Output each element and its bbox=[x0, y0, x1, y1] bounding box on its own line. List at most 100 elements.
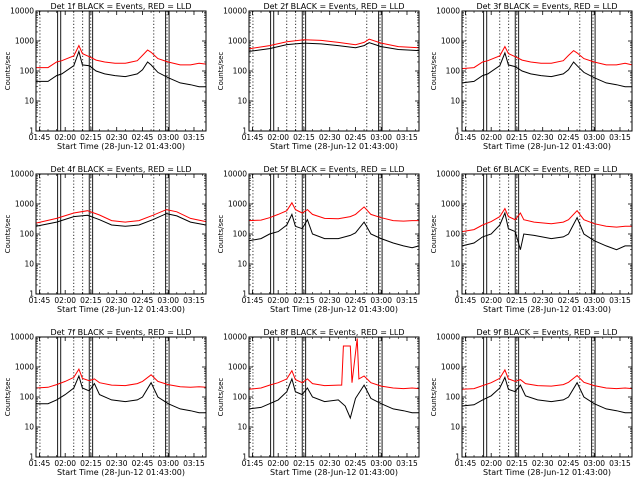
panel-title: Det 3f BLACK = Events, RED = LLD bbox=[476, 2, 617, 11]
y-tick-label: 10000 bbox=[436, 7, 460, 16]
y-tick-label: 100 bbox=[233, 230, 248, 239]
x-tick-label: 02:00 bbox=[54, 133, 76, 142]
x-tick-label: 02:00 bbox=[480, 133, 502, 142]
y-tick-label: 1 bbox=[455, 127, 460, 136]
x-tick-label: 02:30 bbox=[532, 459, 554, 468]
x-tick-label: 03:00 bbox=[583, 296, 605, 305]
x-axis-label: Start Time (28-Jun-12 01:43:00) bbox=[270, 305, 398, 314]
y-axis-label: Counts/sec bbox=[4, 378, 12, 417]
y-axis-label: Counts/sec bbox=[4, 52, 12, 91]
y-tick-label: 10000 bbox=[10, 170, 34, 179]
x-axis-label: Start Time (28-Jun-12 01:43:00) bbox=[57, 305, 185, 314]
panel-title: Det 7f BLACK = Events, RED = LLD bbox=[50, 328, 191, 337]
events-series-line bbox=[248, 42, 420, 52]
events-series-line bbox=[248, 213, 420, 249]
events-series-line bbox=[36, 374, 206, 414]
plot-frame bbox=[461, 336, 633, 458]
y-tick-label: 1 bbox=[455, 290, 460, 299]
panel-title: Det 5f BLACK = Events, RED = LLD bbox=[263, 165, 404, 174]
y-tick-label: 100 bbox=[233, 393, 248, 402]
x-tick-label: 01:45 bbox=[29, 459, 51, 468]
x-tick-label: 03:15 bbox=[396, 459, 418, 468]
y-tick-label: 100 bbox=[20, 230, 35, 239]
lld-series-line bbox=[461, 207, 632, 233]
x-tick-label: 02:30 bbox=[106, 459, 128, 468]
x-tick-label: 02:45 bbox=[345, 459, 367, 468]
x-tick-label: 03:15 bbox=[183, 296, 205, 305]
lld-series-line bbox=[461, 368, 633, 390]
y-tick-label: 10000 bbox=[436, 170, 460, 179]
panel-title: Det 6f BLACK = Events, RED = LLD bbox=[476, 165, 617, 174]
plot-frame bbox=[35, 173, 207, 295]
chart-panel-6: 1 10 100 1000 10000 01:45 02:00 02:15 02:30 02:45… bbox=[430, 165, 633, 314]
y-tick-label: 1000 bbox=[228, 37, 247, 46]
x-tick-label: 01:45 bbox=[455, 296, 477, 305]
x-tick-label: 03:00 bbox=[157, 459, 179, 468]
y-axis-label: Counts/sec bbox=[217, 52, 225, 91]
plot-frame bbox=[248, 10, 420, 132]
x-axis-label: Start Time (28-Jun-12 01:43:00) bbox=[57, 142, 185, 151]
y-axis-label: Counts/sec bbox=[430, 215, 438, 254]
x-tick-label: 02:00 bbox=[480, 296, 502, 305]
x-tick-label: 02:15 bbox=[80, 459, 102, 468]
x-tick-label: 03:15 bbox=[396, 296, 418, 305]
y-tick-label: 1000 bbox=[441, 37, 460, 46]
x-tick-label: 02:15 bbox=[506, 133, 528, 142]
y-tick-label: 1000 bbox=[228, 200, 247, 209]
panel-title: Det 8f BLACK = Events, RED = LLD bbox=[263, 328, 404, 337]
panel-title: Det 2f BLACK = Events, RED = LLD bbox=[263, 2, 404, 11]
y-tick-label: 1000 bbox=[228, 363, 247, 372]
chart-panel-3: 1 10 100 1000 10000 01:45 02:00 02:15 02:30 02:45… bbox=[430, 2, 633, 151]
y-tick-label: 1 bbox=[29, 453, 34, 462]
y-tick-label: 10 bbox=[450, 423, 460, 432]
y-tick-label: 10 bbox=[24, 97, 34, 106]
x-tick-label: 01:45 bbox=[242, 459, 264, 468]
chart-panel-5: 1 10 100 1000 10000 01:45 02:00 02:15 02:30 02:45… bbox=[217, 165, 420, 314]
y-tick-label: 1 bbox=[455, 453, 460, 462]
y-tick-label: 100 bbox=[446, 67, 461, 76]
events-series-line bbox=[35, 213, 207, 227]
x-tick-label: 02:15 bbox=[80, 133, 102, 142]
x-tick-label: 02:30 bbox=[106, 133, 128, 142]
lld-series-line bbox=[461, 45, 633, 70]
events-series-line bbox=[461, 211, 632, 251]
y-tick-label: 10 bbox=[450, 97, 460, 106]
y-tick-label: 10 bbox=[237, 423, 247, 432]
x-tick-label: 03:00 bbox=[157, 296, 179, 305]
panel-title: Det 1f BLACK = Events, RED = LLD bbox=[50, 2, 191, 11]
x-tick-label: 01:45 bbox=[455, 133, 477, 142]
x-tick-label: 02:30 bbox=[319, 133, 341, 142]
x-tick-label: 03:15 bbox=[609, 296, 631, 305]
x-tick-label: 03:00 bbox=[370, 459, 392, 468]
y-axis-label: Counts/sec bbox=[4, 215, 12, 254]
y-tick-label: 1000 bbox=[441, 363, 460, 372]
y-tick-label: 10000 bbox=[10, 333, 34, 342]
plot-frame bbox=[461, 173, 633, 295]
y-tick-label: 10000 bbox=[223, 170, 247, 179]
x-tick-label: 02:45 bbox=[345, 133, 367, 142]
x-axis-label: Start Time (28-Jun-12 01:43:00) bbox=[483, 305, 611, 314]
y-tick-label: 10 bbox=[24, 260, 34, 269]
chart-panel-8: 1 10 100 1000 10000 01:45 02:00 02:15 02:30 02:45… bbox=[217, 328, 420, 477]
x-tick-label: 03:15 bbox=[396, 133, 418, 142]
x-tick-label: 02:00 bbox=[54, 459, 76, 468]
y-tick-label: 100 bbox=[20, 393, 35, 402]
x-tick-label: 03:00 bbox=[583, 459, 605, 468]
x-tick-label: 03:15 bbox=[183, 459, 205, 468]
x-tick-label: 02:30 bbox=[532, 133, 554, 142]
plot-frame bbox=[248, 336, 420, 458]
y-axis-label: Counts/sec bbox=[430, 378, 438, 417]
lld-series-line bbox=[35, 209, 207, 224]
lld-series-line bbox=[248, 338, 420, 390]
y-tick-label: 1 bbox=[242, 127, 247, 136]
y-tick-label: 1000 bbox=[441, 200, 460, 209]
y-tick-label: 1000 bbox=[15, 200, 34, 209]
x-tick-label: 02:45 bbox=[558, 296, 580, 305]
x-axis-label: Start Time (28-Jun-12 01:43:00) bbox=[483, 468, 611, 477]
y-tick-label: 10 bbox=[24, 423, 34, 432]
x-tick-label: 02:45 bbox=[558, 133, 580, 142]
x-tick-label: 02:15 bbox=[506, 296, 528, 305]
x-tick-label: 02:00 bbox=[267, 133, 289, 142]
x-tick-label: 02:00 bbox=[267, 296, 289, 305]
x-tick-label: 01:45 bbox=[455, 459, 477, 468]
